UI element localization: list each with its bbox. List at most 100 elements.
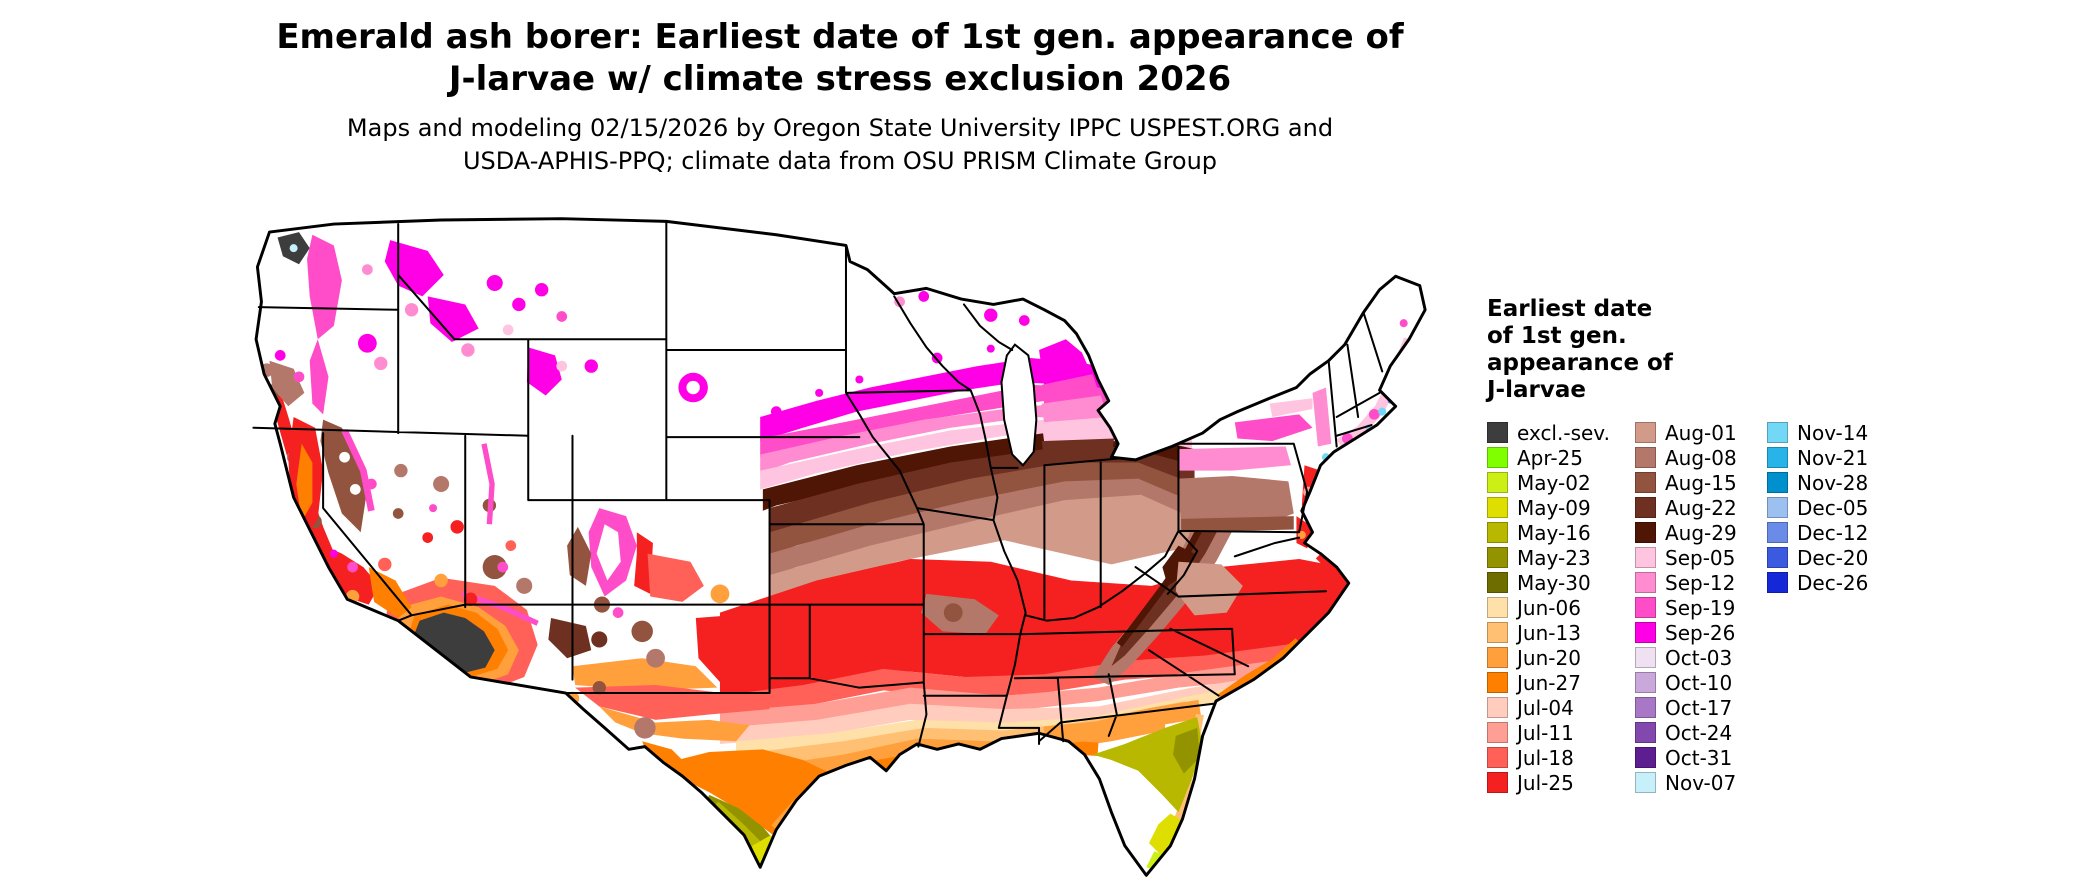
legend-label: Sep-12	[1665, 570, 1736, 595]
legend-swatch-may23	[1487, 547, 1508, 568]
legend-title: Earliest date of 1st gen. appearance of J-l…	[1487, 296, 1673, 404]
legend-label: Jul-18	[1517, 745, 1574, 770]
legend-label: Jun-27	[1517, 670, 1581, 695]
legend-title-line: J-larvae	[1487, 377, 1586, 403]
legend-entry: Sep-05	[1635, 545, 1753, 570]
legend-entry: Aug-01	[1635, 420, 1753, 445]
legend-swatch-jun06	[1487, 597, 1508, 618]
legend-entry: Dec-05	[1767, 495, 1868, 520]
legend-label: May-23	[1517, 545, 1591, 570]
legend-label: Aug-22	[1665, 495, 1737, 520]
legend-label: May-30	[1517, 570, 1591, 595]
legend-title-line: appearance of	[1487, 350, 1673, 376]
legend-swatch-nov21	[1767, 447, 1788, 468]
legend-label: Nov-14	[1797, 420, 1869, 445]
legend-label: Oct-10	[1665, 670, 1733, 695]
legend-swatch-jul25	[1487, 772, 1508, 793]
legend-column: excl.-sev. Apr-25 May-02 May-09 May-16 May-23…	[1487, 420, 1621, 795]
legend-swatch-may16	[1487, 522, 1508, 543]
legend-label: Jul-25	[1517, 770, 1574, 795]
legend-swatch-aug08	[1635, 447, 1656, 468]
legend-swatch-aug01	[1635, 422, 1656, 443]
legend-title-line: of 1st gen.	[1487, 323, 1627, 349]
legend-label: Aug-01	[1665, 420, 1737, 445]
legend-columns: excl.-sev. Apr-25 May-02 May-09 May-16 May-23…	[1487, 420, 1868, 795]
legend-label: Jul-04	[1517, 695, 1574, 720]
legend-swatch-jun20	[1487, 647, 1508, 668]
legend-swatch-may30	[1487, 572, 1508, 593]
legend-swatch-nov07	[1635, 772, 1656, 793]
legend-label: Aug-29	[1665, 520, 1737, 545]
legend-entry: Sep-12	[1635, 570, 1753, 595]
legend-label: Jun-06	[1517, 595, 1581, 620]
legend-title-line: Earliest date	[1487, 296, 1653, 322]
legend-entry: Jun-06	[1487, 595, 1621, 620]
legend-swatch-oct10	[1635, 672, 1656, 693]
legend-entry: Jul-04	[1487, 695, 1621, 720]
raster-midwest	[894, 291, 1117, 463]
legend-swatch-sep26	[1635, 622, 1656, 643]
legend-entry: Nov-14	[1767, 420, 1868, 445]
legend-swatch-dec12	[1767, 522, 1788, 543]
legend-entry: May-02	[1487, 470, 1621, 495]
legend-label: Jun-13	[1517, 620, 1581, 645]
legend-swatch-excl	[1487, 422, 1508, 443]
legend-entry: Jul-25	[1487, 770, 1621, 795]
legend-swatch-jul11	[1487, 722, 1508, 743]
legend-swatch-aug22	[1635, 497, 1656, 518]
legend-entry: Jul-11	[1487, 720, 1621, 745]
state-borders	[252, 220, 1384, 748]
legend-label: Dec-26	[1797, 570, 1869, 595]
legend-label: May-16	[1517, 520, 1591, 545]
legend-entry: Dec-12	[1767, 520, 1868, 545]
legend-entry: Nov-21	[1767, 445, 1868, 470]
legend-entry: Oct-24	[1635, 720, 1753, 745]
legend-entry: excl.-sev.	[1487, 420, 1621, 445]
legend-entry: Aug-08	[1635, 445, 1753, 470]
legend-swatch-dec05	[1767, 497, 1788, 518]
legend-entry: Apr-25	[1487, 445, 1621, 470]
figure-subtitle-line1: Maps and modeling 02/15/2026 by Oregon S…	[346, 114, 1334, 142]
legend-label: Nov-28	[1797, 470, 1869, 495]
legend-entry: Jun-20	[1487, 645, 1621, 670]
legend-entry: Sep-19	[1635, 595, 1753, 620]
legend-swatch-sep05	[1635, 547, 1656, 568]
legend-swatch-oct24	[1635, 722, 1656, 743]
legend-swatch-nov28	[1767, 472, 1788, 493]
legend-swatch-jun13	[1487, 622, 1508, 643]
legend-entry: May-16	[1487, 520, 1621, 545]
legend-label: Jun-20	[1517, 645, 1581, 670]
legend-entry: May-30	[1487, 570, 1621, 595]
legend-entry: Aug-29	[1635, 520, 1753, 545]
legend-label: May-02	[1517, 470, 1591, 495]
legend-entry: Jun-13	[1487, 620, 1621, 645]
legend-entry: Jul-18	[1487, 745, 1621, 770]
legend-swatch-may02	[1487, 472, 1508, 493]
legend-entry: May-09	[1487, 495, 1621, 520]
subtitle-block: Maps and modeling 02/15/2026 by Oregon S…	[0, 112, 1680, 178]
legend-label: Nov-21	[1797, 445, 1869, 470]
legend-entry: Oct-03	[1635, 645, 1753, 670]
legend-label: Dec-20	[1797, 545, 1869, 570]
legend-label: excl.-sev.	[1517, 420, 1610, 445]
legend-entry: Oct-10	[1635, 670, 1753, 695]
title-block: Emerald ash borer: Earliest date of 1st …	[0, 16, 1680, 178]
legend-swatch-aug29	[1635, 522, 1656, 543]
legend-label: Dec-12	[1797, 520, 1869, 545]
legend-label: Sep-26	[1665, 620, 1736, 645]
legend-label: Sep-05	[1665, 545, 1736, 570]
us-map-svg	[252, 217, 1427, 877]
legend-swatch-sep19	[1635, 597, 1656, 618]
legend-label: Aug-08	[1665, 445, 1737, 470]
legend-entry: Nov-28	[1767, 470, 1868, 495]
legend-swatch-aug15	[1635, 472, 1656, 493]
legend-entry: Dec-26	[1767, 570, 1868, 595]
legend-label: Sep-19	[1665, 595, 1736, 620]
legend-entry: Aug-15	[1635, 470, 1753, 495]
legend-label: Oct-24	[1665, 720, 1733, 745]
figure-title-line1: Emerald ash borer: Earliest date of 1st …	[276, 17, 1404, 57]
us-map	[240, 216, 1460, 886]
legend-swatch-jul04	[1487, 697, 1508, 718]
legend-swatch-oct17	[1635, 697, 1656, 718]
